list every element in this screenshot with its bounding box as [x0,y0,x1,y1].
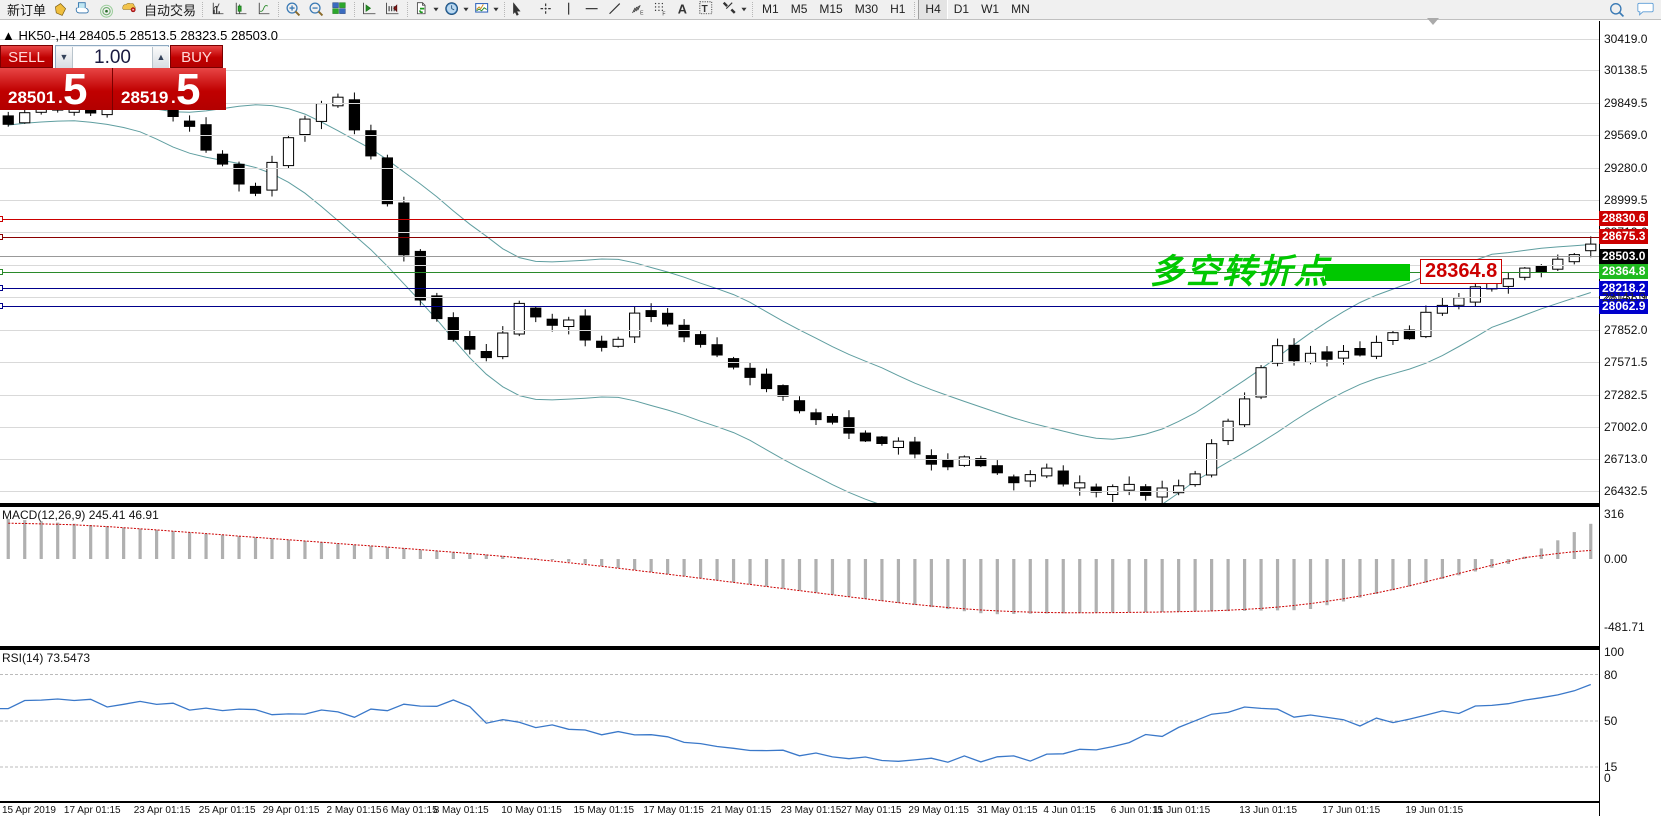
svg-text:E: E [640,11,644,17]
svg-text:F: F [662,11,665,17]
svg-text:A: A [678,2,687,17]
svg-text:T: T [702,4,709,15]
